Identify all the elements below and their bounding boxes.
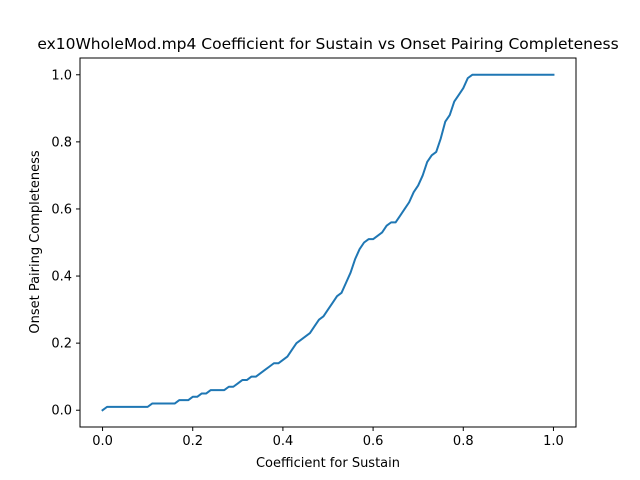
y-tick-label: 0.2 <box>51 337 72 352</box>
x-tick-label: 0.2 <box>182 434 203 449</box>
plot-area <box>101 73 555 412</box>
x-tick-label: 0.6 <box>363 434 384 449</box>
x-axis-label: Coefficient for Sustain <box>256 456 400 471</box>
y-tick-label: 0.4 <box>51 270 72 285</box>
series-line <box>101 73 555 412</box>
x-tick-label: 0.8 <box>453 434 474 449</box>
y-tick-label: 0.8 <box>51 135 72 150</box>
x-tick-label: 0.0 <box>92 434 113 449</box>
chart-title: ex10WholeMod.mp4 Coefficient for Sustain… <box>37 35 618 53</box>
y-axis-label: Onset Pairing Completeness <box>28 150 43 334</box>
x-tick-label: 1.0 <box>543 434 564 449</box>
x-tick-label: 0.4 <box>273 434 294 449</box>
y-tick-label: 0.6 <box>51 202 72 217</box>
y-tick-label: 1.0 <box>51 68 72 83</box>
x-axis-ticks: 0.0 0.2 0.4 0.6 0.8 1.0 <box>92 427 564 449</box>
y-axis-ticks: 0.0 0.2 0.4 0.6 0.8 1.0 <box>51 68 80 419</box>
axes-frame <box>79 57 577 428</box>
y-tick-label: 0.0 <box>51 404 72 419</box>
